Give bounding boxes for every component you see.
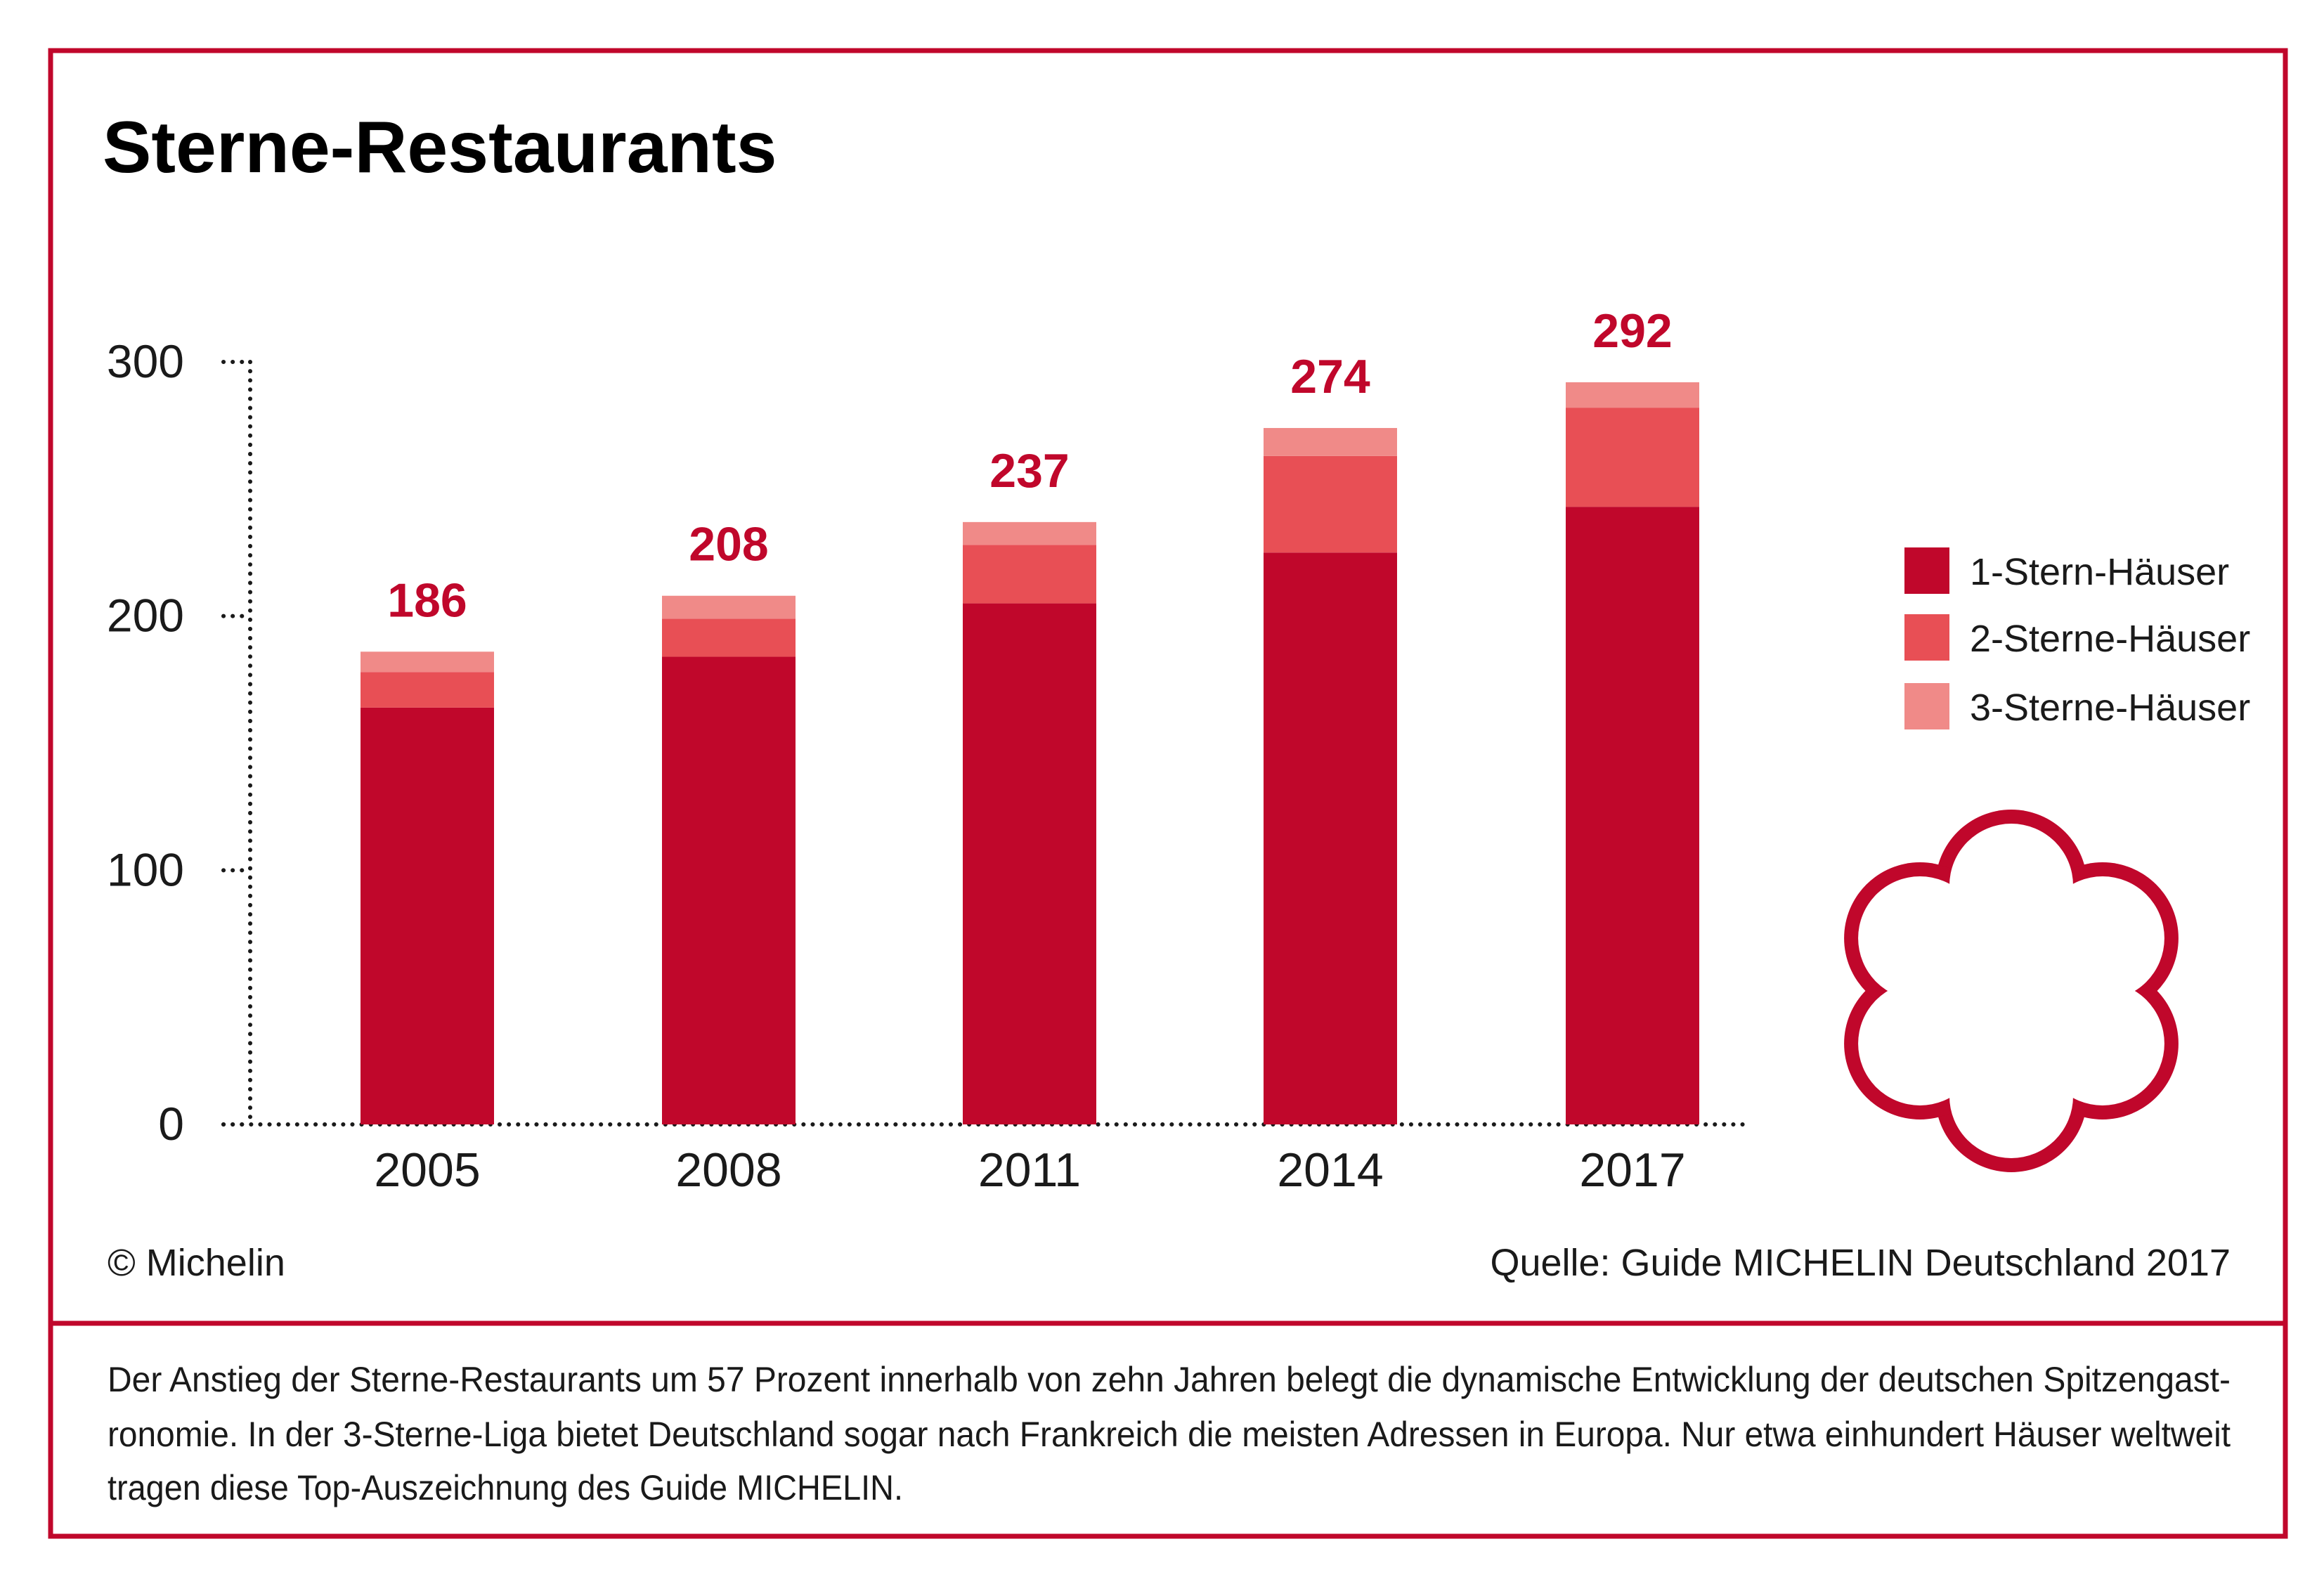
total-label: 208: [689, 518, 768, 571]
michelin-star-logo: [1844, 810, 2179, 1172]
frame: [48, 48, 2288, 1539]
bar-segment: [1566, 408, 1699, 507]
y-tick-label: 0: [158, 1098, 184, 1150]
bar-segment: [662, 595, 796, 619]
description-line: tragen diese Top-Auszeichnung des Guide …: [108, 1468, 903, 1507]
total-label: 237: [989, 444, 1069, 498]
x-tick-label: 2008: [675, 1143, 781, 1197]
bar-segment: [1264, 428, 1397, 456]
description-line: ronomie. In der 3-Sterne-Liga bietet Deu…: [108, 1415, 2231, 1454]
legend-swatch: [1904, 614, 1949, 661]
bar-segment: [662, 656, 796, 1124]
total-label: 274: [1290, 350, 1370, 403]
description-line: Der Anstieg der Sterne-Restaurants um 57…: [108, 1360, 2231, 1399]
bar-segment: [361, 651, 494, 673]
bar-segment: [1566, 382, 1699, 408]
total-label: 186: [387, 573, 467, 627]
bar-segment: [361, 672, 494, 708]
x-tick-label: 2011: [978, 1143, 1081, 1197]
legend-swatch: [1904, 683, 1949, 729]
logo-center: [1906, 885, 2117, 1096]
legend-swatch: [1904, 547, 1949, 594]
source: Quelle: Guide MICHELIN Deutschland 2017: [1490, 1242, 2231, 1284]
x-tick-label: 2017: [1579, 1143, 1685, 1197]
bar-segment: [963, 545, 1096, 604]
bar-segment: [963, 521, 1096, 545]
y-tick-label: 100: [107, 843, 184, 895]
x-tick-label: 2014: [1277, 1143, 1383, 1197]
legend-label: 3-Sterne-Häuser: [1970, 687, 2250, 729]
legend-label: 2-Sterne-Häuser: [1970, 618, 2250, 660]
x-tick-label: 2005: [374, 1143, 480, 1197]
bar-segment: [1264, 455, 1397, 553]
legend-label: 1-Stern-Häuser: [1970, 551, 2229, 593]
bar-segment: [1264, 552, 1397, 1124]
y-tick-label: 200: [107, 590, 184, 642]
bar-segment: [361, 707, 494, 1124]
chart-title: Sterne-Restaurants: [103, 107, 777, 188]
bar-segment: [963, 603, 1096, 1124]
y-tick-label: 300: [107, 335, 184, 387]
bar-segment: [662, 618, 796, 657]
bar-segment: [1566, 507, 1699, 1124]
copyright: © Michelin: [108, 1242, 285, 1284]
total-label: 292: [1592, 304, 1672, 358]
